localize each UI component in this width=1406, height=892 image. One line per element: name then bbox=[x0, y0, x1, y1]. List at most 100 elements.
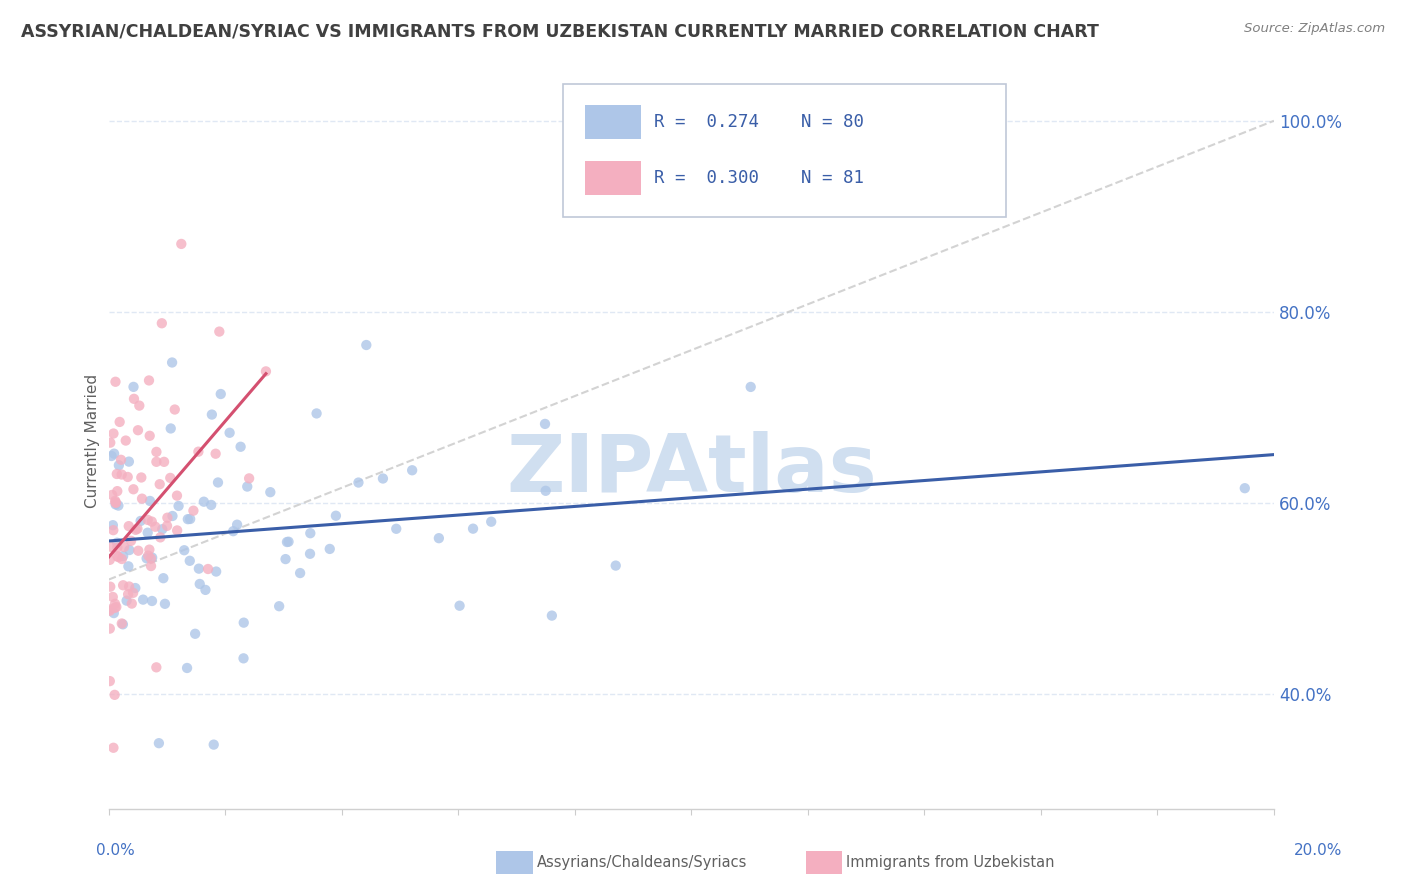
Point bbox=[103, 606, 125, 620]
Text: ZIPAtlas: ZIPAtlas bbox=[506, 432, 877, 509]
Point bbox=[136, 513, 159, 527]
Point bbox=[427, 531, 450, 545]
Point bbox=[149, 477, 172, 491]
Point bbox=[1233, 481, 1256, 495]
Text: Source: ZipAtlas.com: Source: ZipAtlas.com bbox=[1244, 22, 1385, 36]
Point bbox=[127, 522, 149, 536]
Point bbox=[177, 512, 200, 526]
Point bbox=[207, 475, 229, 490]
Point bbox=[208, 325, 231, 339]
Point bbox=[184, 627, 207, 641]
Point bbox=[138, 542, 160, 557]
Point bbox=[141, 515, 163, 529]
Point bbox=[139, 551, 162, 566]
Point bbox=[153, 597, 176, 611]
Point bbox=[305, 406, 328, 420]
Point bbox=[254, 364, 277, 378]
Point bbox=[112, 578, 135, 592]
Point bbox=[117, 559, 139, 574]
Point bbox=[183, 504, 205, 518]
Point bbox=[118, 543, 141, 558]
Point bbox=[105, 535, 128, 549]
Point bbox=[101, 590, 124, 604]
Point bbox=[118, 519, 141, 533]
Point bbox=[232, 615, 254, 630]
Point bbox=[128, 399, 150, 413]
Point bbox=[159, 471, 181, 485]
Point bbox=[121, 597, 143, 611]
Point bbox=[112, 549, 135, 563]
Point bbox=[98, 604, 121, 618]
Point bbox=[103, 740, 125, 755]
Point bbox=[145, 660, 167, 674]
Point bbox=[449, 599, 471, 613]
Text: ASSYRIAN/CHALDEAN/SYRIAC VS IMMIGRANTS FROM UZBEKISTAN CURRENTLY MARRIED CORRELA: ASSYRIAN/CHALDEAN/SYRIAC VS IMMIGRANTS F… bbox=[21, 22, 1099, 40]
Point bbox=[162, 508, 184, 523]
Point bbox=[176, 661, 198, 675]
Point bbox=[112, 540, 135, 554]
Point bbox=[150, 316, 173, 330]
Point bbox=[187, 561, 209, 575]
Point bbox=[141, 594, 163, 608]
Point bbox=[138, 429, 160, 443]
Point bbox=[149, 530, 172, 544]
Point bbox=[103, 523, 125, 537]
Point bbox=[122, 380, 145, 394]
Point bbox=[179, 554, 201, 568]
Point bbox=[319, 541, 342, 556]
Point bbox=[201, 408, 224, 422]
Point bbox=[104, 597, 127, 611]
Point bbox=[104, 493, 127, 508]
Point bbox=[232, 651, 254, 665]
Point bbox=[534, 483, 557, 498]
Point bbox=[740, 380, 762, 394]
Point bbox=[122, 586, 145, 600]
Point bbox=[277, 534, 299, 549]
Point bbox=[101, 540, 124, 554]
Point bbox=[150, 522, 173, 536]
Point bbox=[122, 392, 145, 406]
Point bbox=[194, 582, 217, 597]
Point bbox=[115, 593, 138, 607]
Point bbox=[129, 514, 152, 528]
Point bbox=[139, 494, 162, 508]
Point bbox=[238, 471, 260, 485]
Point bbox=[209, 387, 232, 401]
Point bbox=[98, 435, 121, 450]
Point bbox=[138, 374, 160, 388]
Point bbox=[105, 467, 128, 481]
FancyBboxPatch shape bbox=[562, 84, 1005, 217]
Text: Assyrians/Chaldeans/Syriacs: Assyrians/Chaldeans/Syriacs bbox=[537, 855, 748, 870]
Point bbox=[299, 547, 322, 561]
Point bbox=[197, 562, 219, 576]
Point bbox=[105, 484, 128, 499]
Point bbox=[118, 580, 141, 594]
Point bbox=[98, 622, 121, 636]
Point bbox=[108, 458, 131, 473]
Point bbox=[153, 455, 176, 469]
FancyBboxPatch shape bbox=[585, 161, 641, 195]
Point bbox=[347, 475, 370, 490]
Point bbox=[98, 602, 121, 616]
Point bbox=[259, 485, 281, 500]
Point bbox=[170, 236, 193, 251]
Point bbox=[200, 498, 222, 512]
Point bbox=[385, 522, 408, 536]
Point bbox=[120, 533, 142, 548]
Point bbox=[110, 452, 132, 467]
Point bbox=[205, 565, 228, 579]
Point bbox=[179, 512, 201, 526]
Point bbox=[104, 688, 127, 702]
Point bbox=[125, 523, 148, 537]
Point bbox=[111, 552, 134, 566]
Point bbox=[107, 550, 129, 565]
Point bbox=[104, 495, 127, 509]
Point bbox=[98, 580, 121, 594]
Point bbox=[166, 524, 188, 538]
Point bbox=[118, 454, 141, 468]
Point bbox=[605, 558, 627, 573]
Point bbox=[193, 494, 215, 508]
Point bbox=[104, 496, 127, 510]
Point bbox=[401, 463, 423, 477]
Point bbox=[152, 571, 174, 585]
